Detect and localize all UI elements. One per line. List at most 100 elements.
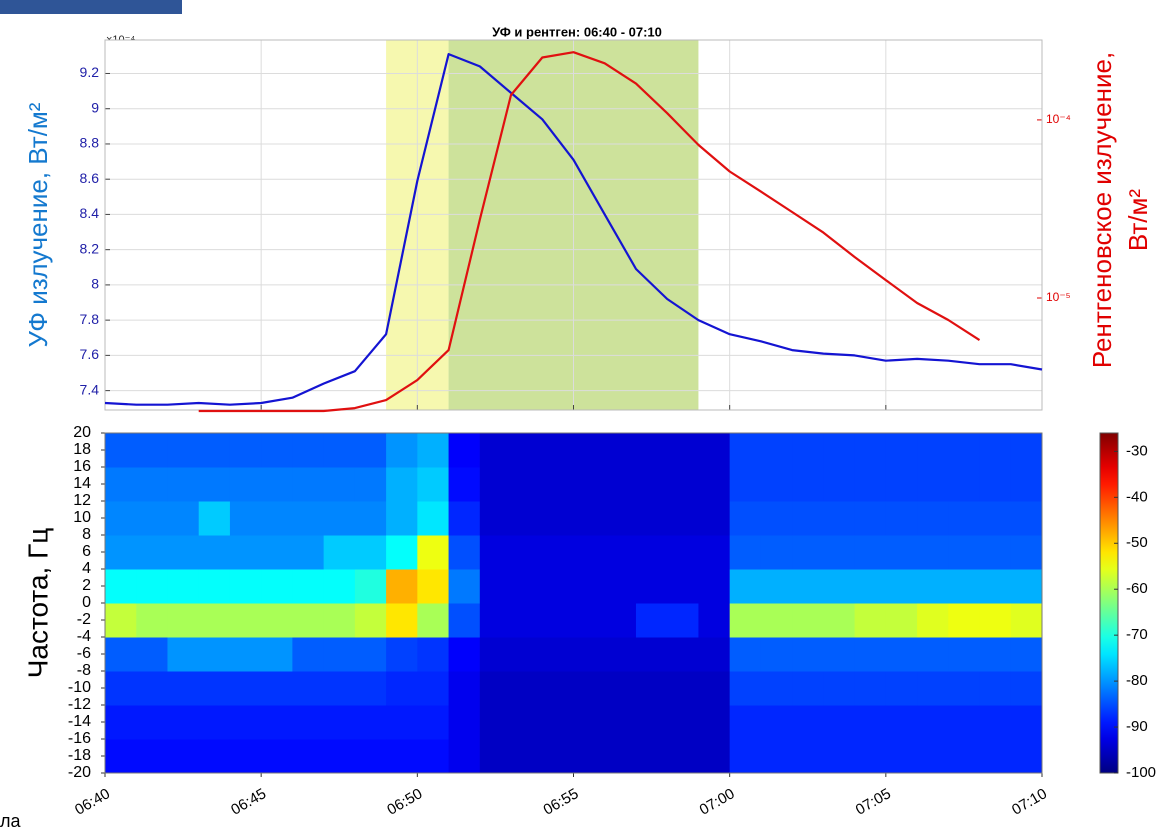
heatmap-cell bbox=[354, 467, 387, 502]
heatmap-cell bbox=[542, 569, 574, 604]
y-tick-label: 8.2 bbox=[80, 240, 100, 256]
heatmap-cell bbox=[229, 603, 262, 638]
heatmap-cell bbox=[386, 603, 418, 638]
spectrogram-y-label: Частота, Гц bbox=[22, 528, 53, 679]
heatmap-cell bbox=[948, 739, 981, 774]
y-tick-label: 20 bbox=[73, 424, 91, 441]
y-tick-label: -12 bbox=[68, 696, 91, 713]
heatmap-cell bbox=[323, 739, 356, 774]
heatmap-cell bbox=[198, 637, 231, 672]
heatmap-cell bbox=[667, 671, 699, 706]
heatmap-cell bbox=[823, 467, 856, 502]
heatmap-cell bbox=[105, 433, 137, 468]
y-tick-label: 10 bbox=[73, 509, 91, 526]
heatmap-cell bbox=[604, 535, 637, 570]
heatmap-cell bbox=[667, 535, 699, 570]
heatmap-cell bbox=[386, 569, 418, 604]
heatmap-cell bbox=[760, 501, 793, 536]
y-tick-label: -6 bbox=[77, 645, 91, 662]
heatmap-cell bbox=[417, 433, 450, 468]
heatmap-cell bbox=[792, 671, 824, 706]
corner-banner bbox=[0, 0, 182, 14]
heatmap-cell bbox=[885, 467, 918, 502]
heatmap-cell bbox=[511, 535, 543, 570]
heatmap-cell bbox=[229, 671, 262, 706]
heatmap-cell bbox=[261, 433, 293, 468]
heatmap-cell bbox=[261, 535, 293, 570]
heatmap-cell bbox=[792, 467, 824, 502]
heatmap-cell bbox=[854, 671, 887, 706]
y-tick-label: 8 bbox=[91, 276, 99, 292]
heatmap-cell bbox=[917, 535, 949, 570]
heatmap-cell bbox=[386, 671, 418, 706]
heatmap-cell bbox=[948, 433, 981, 468]
y-tick-label: 12 bbox=[73, 492, 91, 509]
colorbar-tick-label: -80 bbox=[1126, 672, 1148, 689]
heatmap-cell bbox=[167, 433, 200, 468]
heatmap-cell bbox=[198, 501, 231, 536]
y-tick-label: -2 bbox=[77, 611, 91, 628]
heatmap-cell bbox=[698, 705, 731, 740]
heatmap-cell bbox=[292, 535, 325, 570]
heatmap-cell bbox=[323, 637, 356, 672]
heatmap-cell bbox=[698, 433, 731, 468]
heatmap-cell bbox=[948, 705, 981, 740]
heatmap-cell bbox=[854, 705, 887, 740]
heatmap-cell bbox=[635, 501, 668, 536]
heatmap-cell bbox=[979, 535, 1012, 570]
heatmap-cell bbox=[417, 535, 450, 570]
heatmap-cell bbox=[448, 671, 481, 706]
heatmap-cell bbox=[792, 569, 824, 604]
heatmap-cell bbox=[542, 603, 574, 638]
chart-title: УФ и рентген: 06:40 - 07:10 bbox=[492, 24, 662, 39]
heatmap-cell bbox=[198, 433, 231, 468]
heatmap-cell bbox=[885, 671, 918, 706]
heatmap-cell bbox=[979, 671, 1012, 706]
colorbar-tick-label: -70 bbox=[1126, 626, 1148, 643]
heatmap-cell bbox=[136, 569, 168, 604]
heatmap-cell bbox=[854, 467, 887, 502]
heatmap-cell bbox=[604, 433, 637, 468]
heatmap-cell bbox=[635, 739, 668, 774]
spectrogram-frame bbox=[104, 432, 1043, 774]
heatmap-cell bbox=[198, 739, 231, 774]
heatmap-cell bbox=[542, 467, 574, 502]
heatmap-cell bbox=[167, 569, 200, 604]
heatmap-cell bbox=[917, 603, 949, 638]
heatmap-cell bbox=[198, 535, 231, 570]
heatmap-cell bbox=[105, 671, 137, 706]
heatmap-cell bbox=[105, 705, 137, 740]
y-tick-label: -18 bbox=[68, 747, 91, 764]
heatmap-cell bbox=[167, 501, 200, 536]
heatmap-cell bbox=[573, 433, 606, 468]
heatmap-cell bbox=[229, 637, 262, 672]
heatmap-cell bbox=[573, 501, 606, 536]
y-tick-label: 0 bbox=[82, 594, 91, 611]
heatmap-cell bbox=[511, 433, 543, 468]
heatmap-cell bbox=[760, 467, 793, 502]
heatmap-cell bbox=[729, 671, 762, 706]
heatmap-cell bbox=[479, 603, 512, 638]
heatmap-cell bbox=[511, 603, 543, 638]
colorbar-tick-label: -40 bbox=[1126, 488, 1148, 505]
heatmap-cell bbox=[698, 535, 731, 570]
heatmap-cell bbox=[136, 705, 168, 740]
heatmap-cell bbox=[823, 501, 856, 536]
heatmap-cell bbox=[604, 637, 637, 672]
heatmap-cell bbox=[261, 603, 293, 638]
heatmap-cell bbox=[323, 467, 356, 502]
heatmap-cell bbox=[698, 671, 731, 706]
heatmap-cell bbox=[417, 501, 450, 536]
heatmap-cell bbox=[979, 637, 1012, 672]
fragment-text: ла bbox=[0, 811, 22, 831]
heatmap-cell bbox=[573, 637, 606, 672]
heatmap-cell bbox=[823, 569, 856, 604]
heatmap-cell bbox=[635, 603, 668, 638]
heatmap-cell bbox=[323, 603, 356, 638]
heatmap-cell bbox=[386, 705, 418, 740]
heatmap-cell bbox=[729, 637, 762, 672]
heatmap-cell bbox=[417, 739, 450, 774]
y-tick-label: -8 bbox=[77, 662, 91, 679]
heatmap-cell bbox=[854, 637, 887, 672]
